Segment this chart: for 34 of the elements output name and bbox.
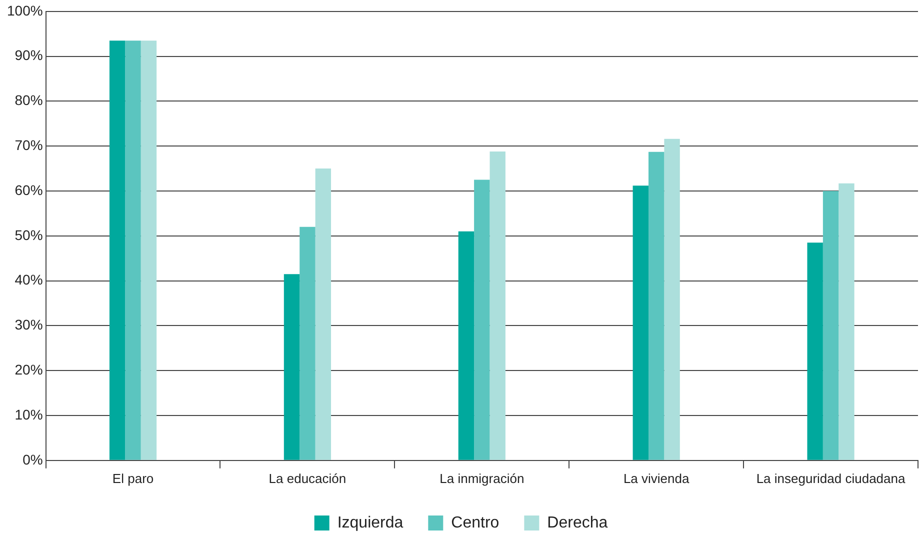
y-tick-label: 10% xyxy=(14,406,43,422)
bar xyxy=(458,231,474,460)
y-tick-label: 90% xyxy=(14,47,43,64)
bar xyxy=(315,168,332,460)
x-tick-label: La inseguridad ciudadana xyxy=(756,470,906,486)
bar xyxy=(490,151,506,460)
y-tick-label: 30% xyxy=(14,316,43,333)
bar xyxy=(822,191,839,460)
y-tick-label: 70% xyxy=(14,136,43,153)
y-tick-label: 80% xyxy=(14,92,43,108)
y-tick-label: 100% xyxy=(6,2,43,18)
bar xyxy=(838,183,854,460)
bar xyxy=(807,242,823,460)
bar xyxy=(109,40,126,460)
legend-label: Centro xyxy=(451,514,500,532)
x-tick-label: La vivienda xyxy=(623,470,690,486)
legend-label: Izquierda xyxy=(337,514,404,532)
y-tick-label: 20% xyxy=(14,361,43,378)
bar xyxy=(664,138,680,460)
bar xyxy=(300,226,316,460)
bar xyxy=(140,40,157,460)
y-tick-label: 50% xyxy=(14,226,43,243)
bar xyxy=(648,152,664,460)
x-tick-label: El paro xyxy=(112,470,154,486)
x-tick-label: La educación xyxy=(268,470,346,486)
bar xyxy=(284,274,300,460)
bar xyxy=(125,40,141,460)
y-tick-label: 40% xyxy=(14,272,43,288)
bar xyxy=(632,186,648,460)
y-tick-label: 60% xyxy=(14,182,43,198)
x-tick-label: La inmigración xyxy=(440,470,524,486)
legend-label: Derecha xyxy=(547,514,608,532)
bar xyxy=(474,180,490,460)
y-tick-label: 0% xyxy=(22,451,43,468)
